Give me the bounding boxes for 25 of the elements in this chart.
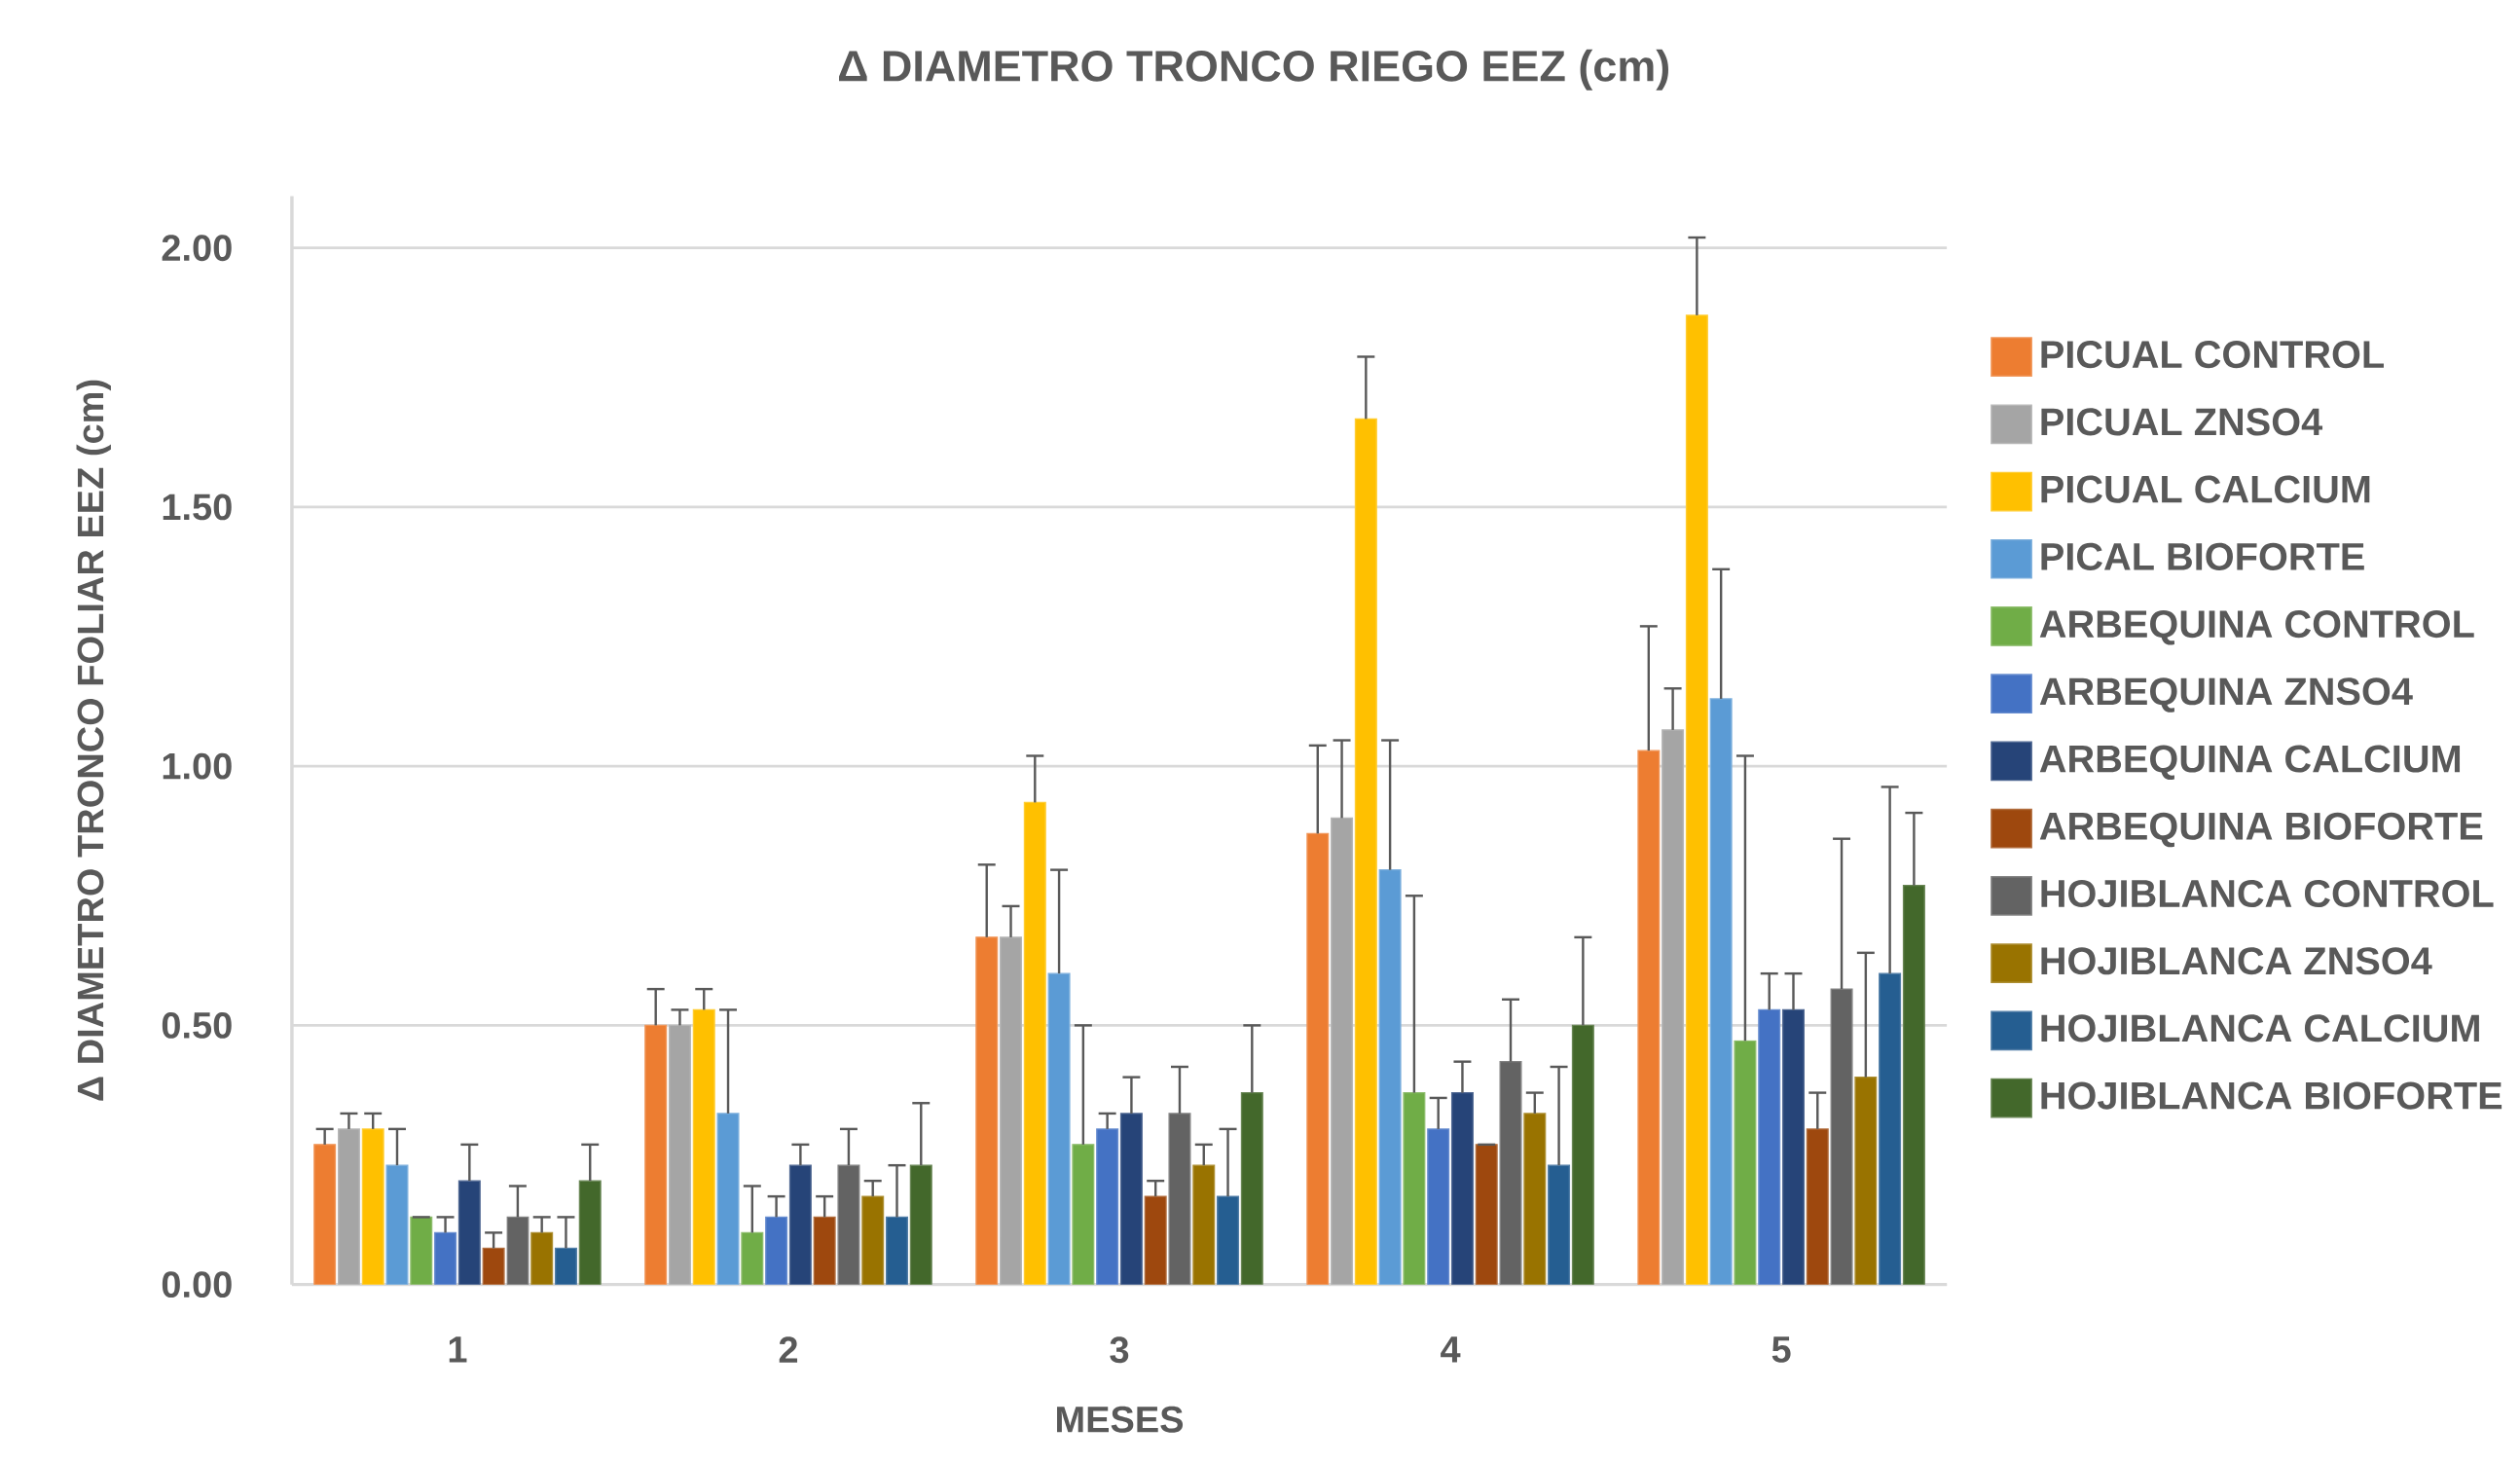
x-axis-title: MESES: [1057, 1407, 1184, 1433]
y-tick-label: 2.00: [162, 235, 232, 262]
y-tick-label: 1.00: [163, 752, 232, 780]
legend-label: PICAL BIOFORTE: [2041, 543, 2364, 571]
y-axis-title: Δ DIAMETRO TRONCO FOLIAR EEZ (cm): [76, 380, 111, 1101]
x-tick-label: 2: [779, 1336, 798, 1364]
legend-label: HOJIBLANCA BIOFORTE: [2041, 1081, 2502, 1110]
legend-label: ARBEQUINA BIOFORTE: [2039, 812, 2483, 848]
x-tick-label: 5: [1771, 1336, 1791, 1364]
legend-label: HOJIBLANCA CONTROL: [2041, 880, 2494, 908]
x-tick-label: 3: [1110, 1336, 1129, 1364]
x-tick-label: 1: [449, 1336, 467, 1363]
legend-label: ARBEQUINA CONTROL: [2039, 610, 2474, 645]
y-tick-label: 0.50: [162, 1012, 232, 1040]
legend-label: HOJIBLANCA ZNSO4: [2041, 947, 2432, 975]
y-tick-label: 0.00: [162, 1271, 232, 1298]
legend-label: PICUAL ZNSO4: [2041, 408, 2323, 436]
legend-label: PICUAL CALCIUM: [2041, 475, 2370, 503]
legend-label: ARBEQUINA CALCIUM: [2039, 745, 2461, 781]
legend-label: ARBEQUINA ZNSO4: [2039, 677, 2413, 713]
chart-title: Δ DIAMETRO TRONCO RIEGO EEZ (cm): [839, 50, 1668, 91]
y-tick-label: 1.50: [163, 494, 232, 521]
x-tick-label: 4: [1441, 1336, 1461, 1363]
legend-label: PICUAL CONTROL: [2041, 341, 2384, 369]
legend-label: HOJIBLANCA CALCIUM: [2041, 1014, 2479, 1042]
